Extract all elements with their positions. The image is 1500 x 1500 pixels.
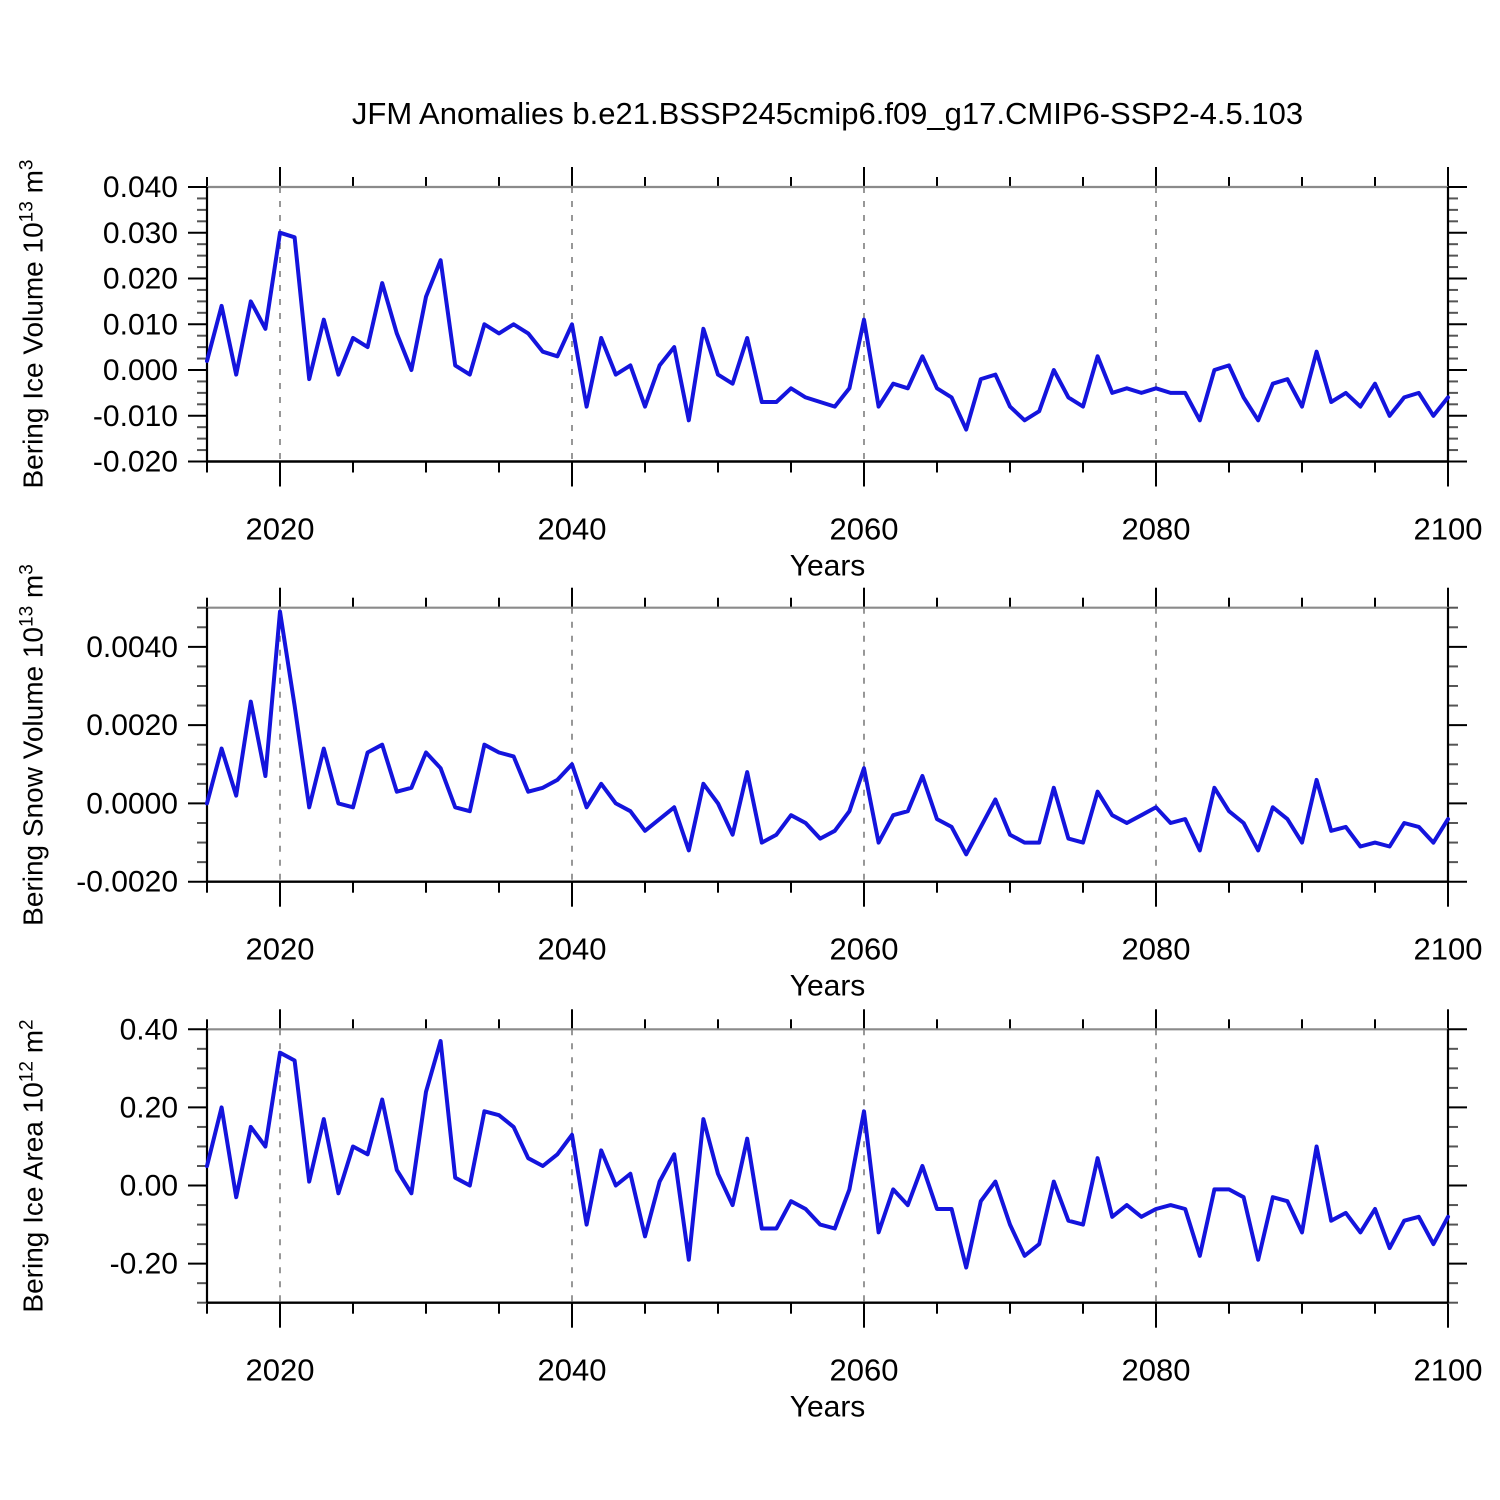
- y-tick-label: 0.020: [103, 263, 178, 296]
- x-tick-label: 2060: [830, 932, 899, 967]
- x-tick-label: 2080: [1122, 1353, 1191, 1388]
- y-tick-label: 0.0000: [86, 787, 178, 820]
- x-tick-label: 2080: [1122, 512, 1191, 547]
- series-line-panel-1: [205, 230, 1450, 432]
- x-tick-label: 2020: [246, 932, 315, 967]
- y-tick-label: 0.030: [103, 217, 178, 250]
- x-axis-title: Years: [790, 1391, 866, 1424]
- x-tick-label: 2060: [830, 512, 899, 547]
- x-tick-label: 2040: [538, 932, 607, 967]
- series-line-panel-2: [205, 609, 1450, 857]
- y-tick-label: 0.010: [103, 308, 178, 341]
- series-line-panel-3: [205, 1039, 1450, 1270]
- y-tick-label: 0.040: [103, 171, 178, 204]
- x-tick-label: 2100: [1414, 512, 1483, 547]
- x-axis-title: Years: [790, 550, 866, 583]
- x-tick-label: 2100: [1414, 1353, 1483, 1388]
- y-tick-label: 0.40: [120, 1013, 178, 1046]
- x-axis-title: Years: [790, 970, 866, 1003]
- y-tick-label: 0.0020: [86, 709, 178, 742]
- y-tick-label: -0.020: [93, 446, 178, 479]
- y-tick-label: -0.010: [93, 400, 178, 433]
- x-tick-label: 2060: [830, 1353, 899, 1388]
- y-tick-label: -0.0020: [76, 866, 178, 899]
- y-tick-label: 0.00: [120, 1170, 178, 1203]
- y-tick-label: 0.000: [103, 354, 178, 387]
- x-tick-label: 2100: [1414, 932, 1483, 967]
- page-title: JFM Anomalies b.e21.BSSP245cmip6.f09_g17…: [351, 96, 1304, 131]
- y-tick-label: 0.0040: [86, 631, 178, 664]
- x-tick-label: 2020: [246, 512, 315, 547]
- y-tick-label: -0.20: [110, 1248, 178, 1281]
- x-tick-label: 2020: [246, 1353, 315, 1388]
- panel-1: [188, 167, 1467, 487]
- x-tick-label: 2080: [1122, 932, 1191, 967]
- x-tick-label: 2040: [538, 512, 607, 547]
- x-tick-label: 2040: [538, 1353, 607, 1388]
- y-tick-label: 0.20: [120, 1091, 178, 1124]
- panel-2: [188, 587, 1467, 907]
- panel-3: [188, 1009, 1467, 1328]
